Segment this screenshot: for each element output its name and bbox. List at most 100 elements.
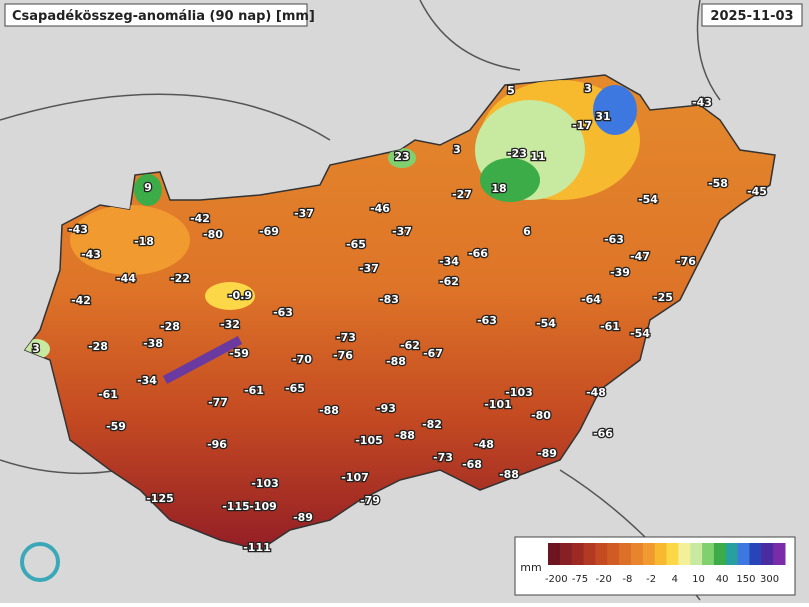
- station-value: 9: [144, 181, 152, 194]
- station-value: -59: [106, 420, 126, 433]
- legend-swatch: [619, 543, 632, 565]
- legend-swatch: [607, 543, 620, 565]
- legend-swatch: [690, 543, 703, 565]
- station-value: -47: [630, 250, 650, 263]
- station-value: -25: [653, 291, 673, 304]
- station-value: -88: [499, 468, 519, 481]
- station-value: -88: [319, 404, 339, 417]
- station-value: -44: [116, 272, 136, 285]
- legend-swatch: [583, 543, 596, 565]
- legend-swatch: [702, 543, 715, 565]
- station-value: -39: [610, 266, 630, 279]
- station-value: -80: [203, 228, 223, 241]
- station-value: 6: [523, 225, 531, 238]
- station-value: -54: [630, 327, 650, 340]
- station-value: -0.9: [228, 289, 252, 302]
- legend-swatch: [773, 543, 786, 565]
- legend-tick: -2: [646, 574, 656, 585]
- station-value: -61: [600, 320, 620, 333]
- station-value: -109: [249, 500, 277, 513]
- station-value: -65: [346, 238, 366, 251]
- legend-swatch: [713, 543, 727, 565]
- lake: [162, 336, 243, 384]
- station-value: -76: [333, 349, 353, 362]
- station-value: -73: [433, 451, 453, 464]
- station-value: -89: [537, 447, 557, 460]
- station-value: -73: [336, 331, 356, 344]
- station-value: -68: [462, 458, 482, 471]
- legend-tick: -8: [622, 574, 632, 585]
- station-value: -66: [468, 247, 488, 260]
- legend-swatch: [725, 543, 739, 565]
- station-value: 11: [530, 150, 545, 163]
- station-value: -37: [294, 207, 314, 220]
- station-value: -38: [143, 337, 163, 350]
- station-value: -43: [68, 223, 88, 236]
- station-value: -103: [505, 386, 533, 399]
- legend-swatch: [666, 543, 679, 565]
- title: Csapadékösszeg-anomália (90 nap) [mm]: [12, 9, 315, 24]
- station-value: -80: [531, 409, 551, 422]
- station-value: -45: [747, 185, 767, 198]
- station-value: -65: [285, 382, 305, 395]
- legend-swatch: [571, 543, 585, 565]
- station-value: 3: [584, 82, 592, 95]
- legend-unit: mm: [520, 561, 541, 574]
- legend-swatch: [595, 543, 608, 565]
- station-value: -32: [220, 318, 240, 331]
- station-value: -54: [638, 193, 658, 206]
- station-value: -63: [477, 314, 497, 327]
- legend-tick: 10: [692, 574, 705, 585]
- legend-swatch: [749, 543, 762, 565]
- station-value: 23: [394, 150, 409, 163]
- legend-swatch: [737, 543, 750, 565]
- station-value: -34: [439, 255, 459, 268]
- station-value: -37: [359, 262, 379, 275]
- station-value: -43: [692, 96, 712, 109]
- station-value: -107: [341, 471, 369, 484]
- station-value: 5: [507, 84, 515, 97]
- station-value: -27: [452, 188, 472, 201]
- station-value: -17: [572, 119, 592, 132]
- station-value: -96: [207, 438, 227, 451]
- station-value: -34: [137, 374, 157, 387]
- legend-tick: -200: [545, 574, 568, 585]
- station-value: -69: [259, 225, 279, 238]
- borders: [0, 0, 721, 601]
- anomaly-fields: [25, 80, 640, 359]
- station-value: -76: [676, 255, 696, 268]
- legend-swatch: [559, 543, 573, 565]
- station-value: -66: [593, 427, 613, 440]
- station-value: -46: [370, 202, 390, 215]
- legend-swatch: [761, 543, 774, 565]
- station-value: -125: [146, 492, 174, 505]
- station-value: -67: [423, 347, 443, 360]
- title-box: [4, 3, 308, 27]
- station-value: -70: [292, 353, 312, 366]
- station-value: -101: [484, 398, 512, 411]
- station-value: -77: [208, 396, 228, 409]
- station-value: -48: [586, 386, 606, 399]
- date: 2025-11-03: [710, 9, 793, 24]
- station-value: -79: [360, 494, 380, 507]
- station-value: -64: [581, 293, 601, 306]
- station-value: -18: [134, 235, 154, 248]
- station-value: -42: [71, 294, 91, 307]
- station-value: -111: [243, 541, 271, 554]
- legend-tick: -75: [572, 574, 588, 585]
- legend-tick: 40: [716, 574, 729, 585]
- station-value: -23: [507, 147, 527, 160]
- station-value: -89: [293, 511, 313, 524]
- legend-tick: -20: [596, 574, 612, 585]
- station-value: 18: [491, 182, 506, 195]
- station-value: -28: [88, 340, 108, 353]
- station-value: -43: [81, 248, 101, 261]
- station-value: -115: [222, 500, 250, 513]
- station-value: -62: [400, 339, 420, 352]
- station-value: -22: [170, 272, 190, 285]
- station-value: -63: [273, 306, 293, 319]
- station-value: -82: [422, 418, 442, 431]
- legend-swatch: [678, 543, 691, 565]
